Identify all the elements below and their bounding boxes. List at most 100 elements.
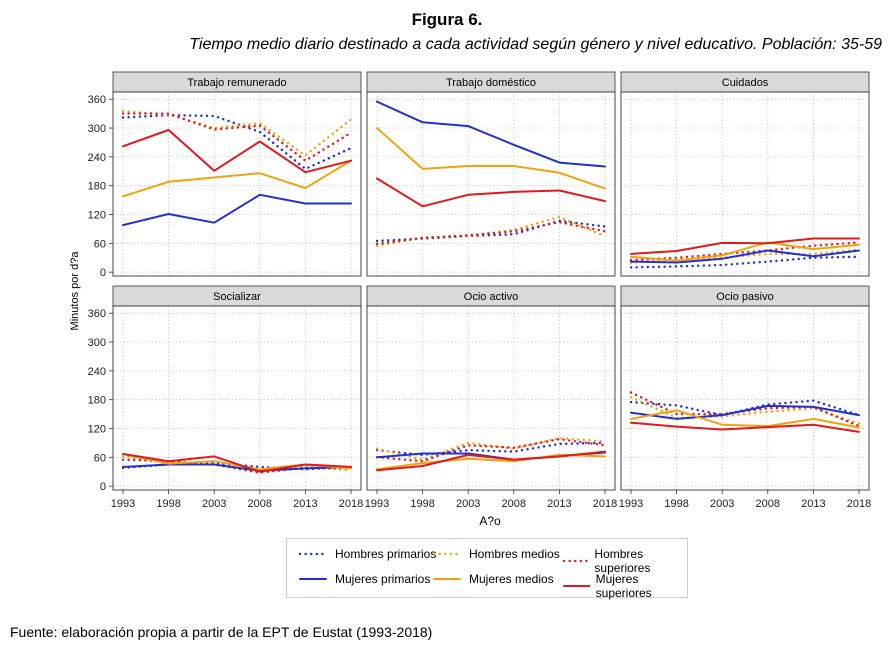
panel-background <box>113 306 361 490</box>
legend: Hombres primarios Hombres medios Hombres s… <box>286 538 688 600</box>
x-tick-label: 2008 <box>756 498 780 510</box>
series-line-mujeres-superiores <box>122 129 352 174</box>
legend-label: Hombres medios <box>469 547 560 561</box>
panel-title: Ocio pasivo <box>716 291 773 303</box>
y-tick-label: 0 <box>100 481 106 493</box>
panel-border <box>112 305 362 491</box>
y-tick-label: 360 <box>88 308 106 320</box>
x-tick-label: 1993 <box>365 498 389 510</box>
legend-swatch <box>433 578 461 580</box>
panel-background <box>367 306 615 490</box>
figure-subtitle: Tiempo medio diario destinado a cada act… <box>189 36 882 53</box>
panel-title: Socializar <box>213 291 261 303</box>
panel-border <box>620 305 870 491</box>
series-line-hombres-superiores <box>375 220 607 246</box>
series-line-mujeres-primarios <box>122 463 352 472</box>
x-tick-label: 1998 <box>156 498 180 510</box>
panel-title: Trabajo doméstico <box>446 77 536 89</box>
y-tick-label: 360 <box>88 94 106 106</box>
y-tick-label: 300 <box>88 337 106 349</box>
x-tick-label: 2018 <box>593 498 617 510</box>
legend-swatch <box>298 552 328 556</box>
y-tick-label: 240 <box>88 366 106 378</box>
legend-swatch <box>299 578 327 580</box>
panel-title: Cuidados <box>722 77 769 89</box>
y-tick-label: 120 <box>88 210 106 222</box>
series-line-hombres-primarios <box>629 255 861 269</box>
y-tick-label: 60 <box>94 238 106 250</box>
y-axis-title: Minutos por d?a <box>69 251 81 331</box>
series-line-mujeres-medios <box>630 241 860 262</box>
series-line-mujeres-superiores <box>630 237 860 255</box>
x-tick-label: 2008 <box>502 498 526 510</box>
series-line-mujeres-superiores <box>122 453 352 473</box>
legend-item-mujeres-medios: Mujeres medios <box>431 572 554 586</box>
y-tick-label: 0 <box>100 267 106 279</box>
panel-ocio-pasivo: Ocio pasivo 1993 1998 2003 2008 2013 2018 <box>619 285 871 510</box>
panel-trabajo-remunerado: Trabajo remunerado 0 60 120 180 240 300 360 <box>88 71 362 279</box>
series-line-mujeres-medios <box>630 409 860 429</box>
legend-item-hombres-superiores: Hombres superiores <box>561 547 687 575</box>
legend-label: Hombres primarios <box>335 547 437 561</box>
panel-trabajo-domestico: Trabajo doméstico <box>366 71 616 277</box>
panel-title: Trabajo remunerado <box>187 77 286 89</box>
panel-border <box>366 91 616 277</box>
y-tick-label: 300 <box>88 123 106 135</box>
figure-title: Figura 6. <box>411 10 483 29</box>
legend-swatch <box>562 559 589 563</box>
legend-swatch <box>563 585 590 587</box>
y-tick-label: 240 <box>88 152 106 164</box>
panel-title: Ocio activo <box>464 291 518 303</box>
panel-background <box>621 306 869 490</box>
panel-cuidados: Cuidados <box>620 71 870 277</box>
series-line-mujeres-medios <box>376 127 606 190</box>
y-tick-label: 60 <box>94 452 106 464</box>
figure-source: Fuente: elaboración propia a partir de l… <box>10 624 433 640</box>
panel-ocio-activo: Ocio activo 1993 1998 2003 2008 2013 2018 <box>365 285 617 510</box>
series-line-mujeres-primarios <box>376 100 606 168</box>
y-tick-label: 180 <box>88 181 106 193</box>
x-tick-label: 2008 <box>248 498 272 510</box>
x-tick-label: 2013 <box>293 498 317 510</box>
panel-socializar: Socializar 0 60 120 180 240 300 360 1993 1998 2003… <box>88 285 363 510</box>
series-line-mujeres-primarios <box>630 404 860 420</box>
series-line-mujeres-primarios <box>630 249 860 264</box>
series-line-mujeres-superiores <box>376 450 606 472</box>
panel-background <box>367 92 615 276</box>
x-tick-label: 2013 <box>547 498 571 510</box>
x-tick-label: 1998 <box>410 498 434 510</box>
legend-label: Mujeres primarios <box>335 572 431 586</box>
panel-background <box>113 92 361 276</box>
series-line-hombres-superiores <box>629 241 861 262</box>
y-tick-label: 180 <box>88 395 106 407</box>
x-tick-label: 1998 <box>664 498 688 510</box>
x-tick-label: 2003 <box>202 498 226 510</box>
x-tick-label: 2018 <box>847 498 871 510</box>
series-line-mujeres-medios <box>122 159 352 198</box>
legend-swatch <box>432 552 462 556</box>
legend-label: Mujeres superiores <box>595 572 652 600</box>
series-line-mujeres-superiores <box>376 177 606 208</box>
x-tick-label: 2003 <box>710 498 734 510</box>
x-axis-title: A?o <box>479 514 501 528</box>
panel-border <box>366 305 616 491</box>
series-line-mujeres-primarios <box>122 193 352 227</box>
panel-border <box>620 91 870 277</box>
x-tick-label: 2003 <box>456 498 480 510</box>
x-tick-label: 2018 <box>339 498 363 510</box>
legend-item-mujeres-superiores: Mujeres superiores <box>561 572 687 600</box>
panel-border <box>112 91 362 277</box>
legend-label: Mujeres medios <box>469 572 554 586</box>
series-line-hombres-superiores <box>375 437 607 463</box>
series-line-hombres-primarios <box>121 113 353 171</box>
panel-background <box>621 92 869 276</box>
y-tick-label: 120 <box>88 424 106 436</box>
series-line-mujeres-superiores <box>630 421 860 433</box>
series-line-hombres-superiores <box>121 112 353 162</box>
series-line-hombres-medios <box>121 109 353 157</box>
x-tick-label: 1993 <box>619 498 643 510</box>
chart-area: Trabajo remunerado060120180240300360Trab… <box>69 71 871 528</box>
legend-label: Hombres superiores <box>594 547 651 575</box>
x-tick-label: 2013 <box>801 498 825 510</box>
legend-item-hombres-medios: Hombres medios <box>431 547 560 561</box>
